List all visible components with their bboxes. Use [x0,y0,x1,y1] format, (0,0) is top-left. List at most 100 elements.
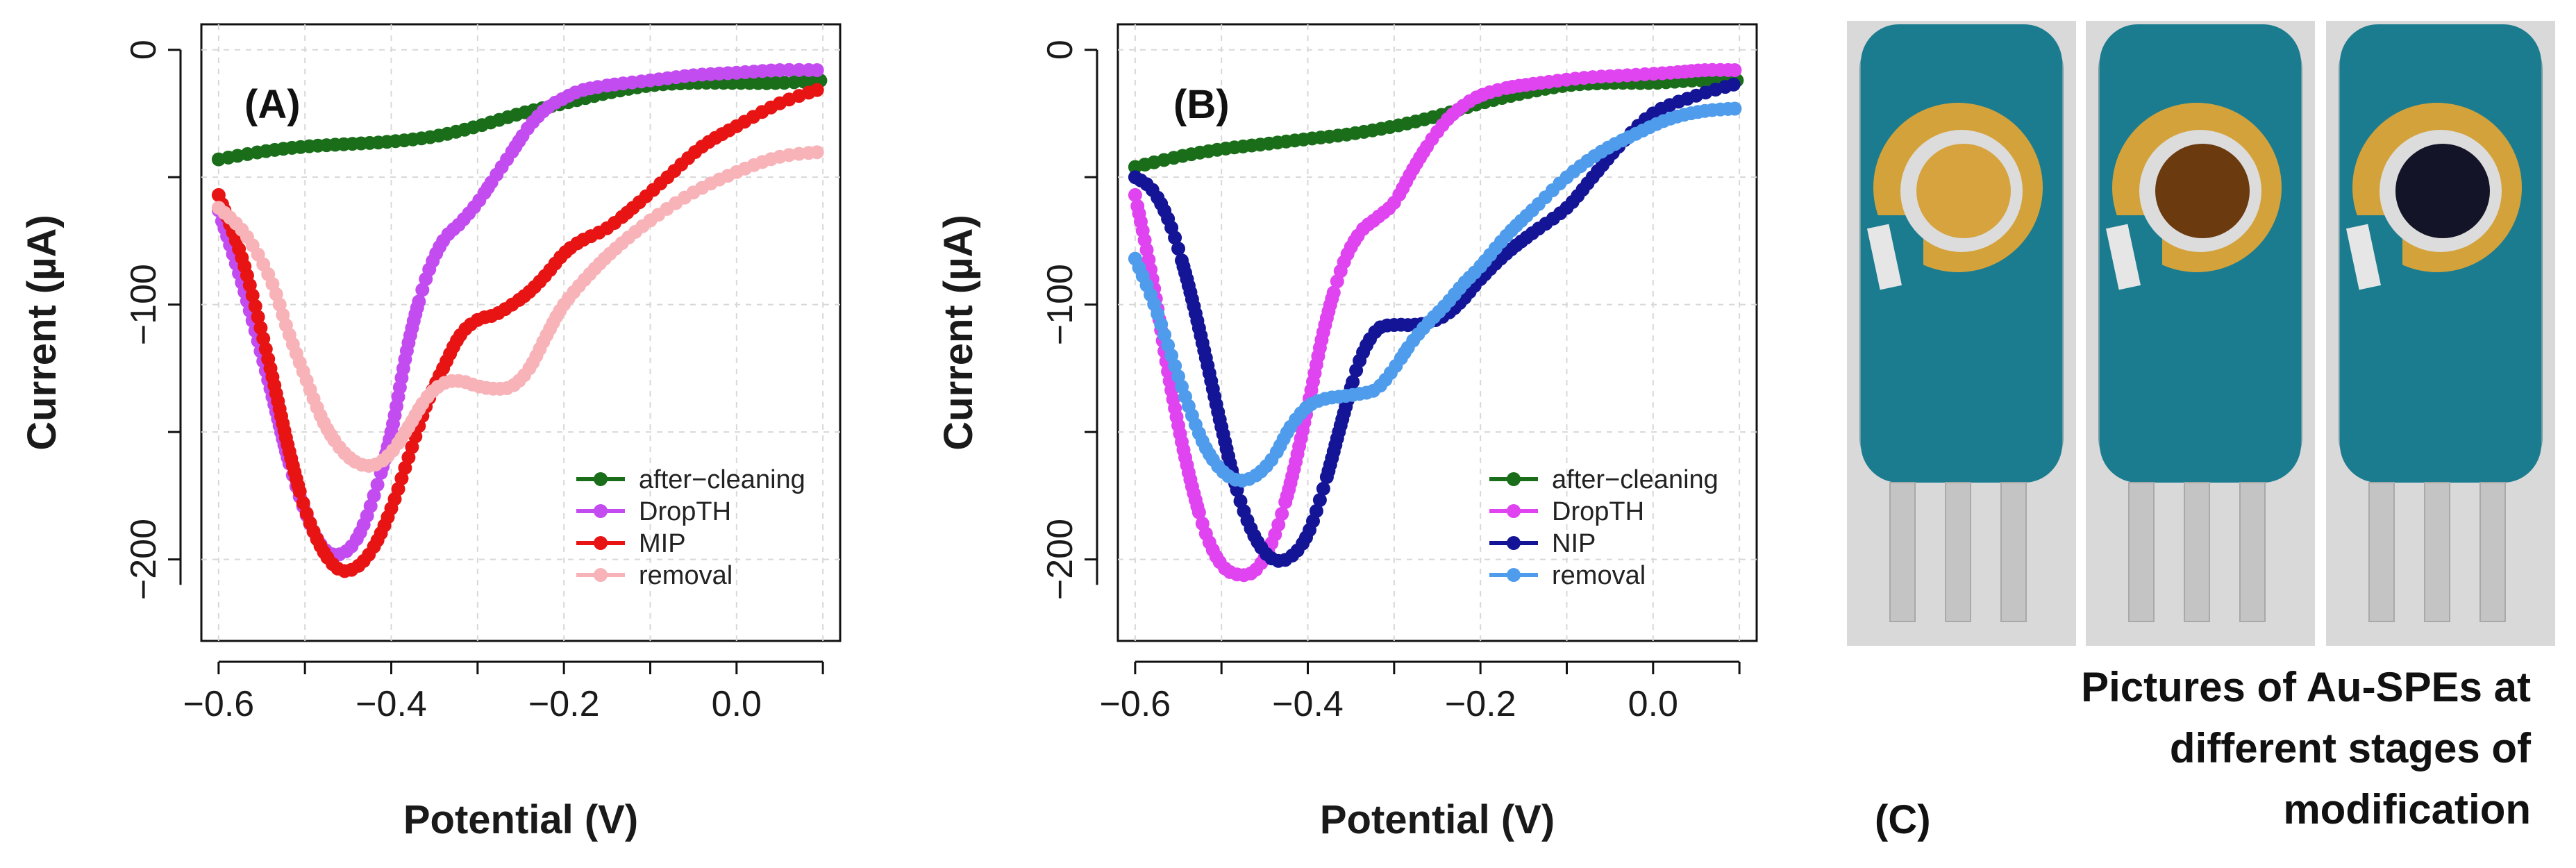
data-point [1726,77,1741,92]
data-point [367,488,381,503]
legend-entry: NIP [1489,529,1596,558]
data-point [412,294,426,309]
data-point [415,283,430,297]
photo-panel-c: Pictures of Au-SPEs at different stages … [1847,21,2555,842]
caption-line-1: Pictures of Au-SPEs at [2081,664,2531,710]
legend-label: removal [1552,561,1646,590]
x-tick-label: 0.0 [1628,684,1678,724]
series-mip [211,83,824,578]
data-point [1191,505,1206,519]
data-point [1275,507,1289,521]
data-point [1271,517,1286,532]
data-point [1728,63,1742,77]
y-tick-label: −100 [124,264,164,345]
electrode-photo [2086,21,2315,646]
legend-swatch-marker [594,472,608,486]
data-point [292,484,307,499]
data-point [272,297,287,312]
working-electrode [2395,144,2490,238]
data-point [792,62,806,77]
legend-entry: removal [1489,561,1646,590]
data-point [1168,231,1182,245]
data-point [296,496,310,510]
electrode-contact [2368,482,2395,622]
chart-panel-b: −0.6 −0.4 −0.2 0.0 −200 −100 0 (B) Potential (… [936,23,1758,842]
data-point [394,471,409,485]
data-point [248,299,262,313]
x-tick-label: −0.6 [183,684,255,724]
electrode-contact [1945,482,1971,622]
x-axis-title-a: Potential (V) [403,797,638,842]
legend-swatch-marker [1507,536,1521,550]
electrode-contact [2000,482,2027,622]
legend-label: removal [639,561,733,590]
data-point [1154,317,1169,332]
electrode-contact [2424,482,2450,622]
plot-area-a [200,23,842,642]
y-tick-label: −200 [124,519,164,600]
x-tick-label: −0.2 [1445,684,1516,724]
series-nip [1128,77,1741,568]
data-point [1346,374,1360,389]
data-point [810,63,824,77]
data-point [782,62,796,77]
data-point [1157,328,1172,342]
data-point [370,478,385,492]
data-point [256,331,271,346]
data-point [405,440,419,454]
legend-label: after−cleaning [1552,465,1718,494]
data-point [810,83,824,97]
x-axis-title-b: Potential (V) [1320,797,1555,842]
reference-electrode [2345,224,2382,290]
data-point [253,321,268,335]
electrode-contact [2239,482,2266,622]
legend-label: DropTH [1552,497,1644,526]
legend-entry: after−cleaning [1489,465,1718,494]
x-tick-label: −0.4 [356,684,427,724]
electrode-contact [2128,482,2155,622]
data-point [1309,503,1323,518]
panel-label-a: (A) [244,82,301,127]
y-axis-title-a: Current (µA) [19,215,65,451]
working-electrode [1916,144,2011,238]
y-axis-title-b: Current (µA) [936,215,981,451]
data-point [245,288,260,303]
series-removal [211,145,824,473]
data-point [810,145,824,160]
data-point [777,76,792,90]
data-point [1326,285,1341,300]
y-tick-label: −200 [1040,519,1080,600]
legend-entry: DropTH [1489,497,1644,526]
data-point [1316,481,1330,496]
legend-swatch-marker [594,504,608,518]
data-point [1312,493,1327,508]
chart-panel-a: −0.6 −0.4 −0.2 0.0 −200 −100 0 (A) Potential (… [19,23,842,842]
legend-swatch-marker [1507,568,1521,582]
reference-electrode [1866,224,1902,290]
electrode-contact [2479,482,2506,622]
electrode-photo [2326,21,2555,646]
x-tick-label: −0.2 [528,684,600,724]
legend-label: MIP [639,529,686,558]
legend-swatch-marker [1507,504,1521,518]
reference-electrode [2105,224,2141,290]
data-point [1171,242,1185,256]
data-point [787,75,801,90]
electrode-contact [1889,482,1916,622]
series-dropth [1128,62,1742,583]
data-point [1728,101,1742,116]
data-point [1128,187,1142,202]
data-point [391,482,405,496]
legend-entry: removal [576,561,733,590]
x-tick-label: −0.6 [1100,684,1171,724]
panel-label-b: (B) [1173,82,1230,127]
legend-swatch-marker [1507,472,1521,486]
data-point [1168,359,1182,373]
data-point [251,310,265,324]
caption-line-3: modification [2283,786,2531,833]
x-tick-label: 0.0 [712,684,762,724]
legend-label: NIP [1552,529,1596,558]
y-tick-label: −100 [1040,264,1080,345]
series-removal [1128,101,1742,488]
